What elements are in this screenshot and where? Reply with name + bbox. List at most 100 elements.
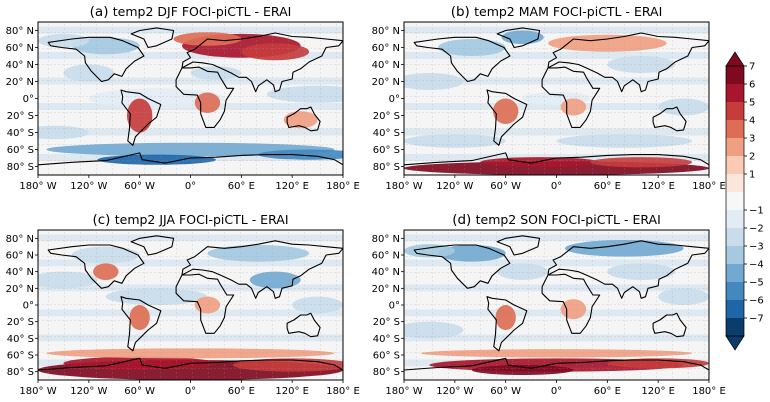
- y-tick-label: 20° N: [6, 284, 34, 295]
- x-tick-label: 120° W: [70, 386, 107, 397]
- x-tick-label: 180° E: [692, 181, 726, 192]
- y-tick-label: 20° N: [372, 77, 400, 88]
- y-tick-label: 80° S: [7, 367, 34, 378]
- x-tick-label: 120° E: [275, 386, 309, 397]
- map-panel: (b) temp2 MAM FOCI-piCTL - ERAI 180° W 120…: [372, 4, 726, 192]
- coastline: [181, 240, 343, 299]
- y-tick-label: 80° N: [372, 26, 400, 37]
- coastline: [120, 296, 162, 352]
- colorbar-tick-label: 2: [749, 152, 755, 163]
- colorbar-segment: [726, 318, 744, 337]
- y-tick-label: 20° S: [7, 317, 34, 328]
- colorbar-tick-label: 7: [749, 62, 755, 73]
- coastline: [486, 89, 528, 146]
- colorbar: 7 6 5 4 3 2 1 −1 −2 −3 −4 −5 −6 −7: [725, 51, 764, 351]
- coastline: [652, 106, 687, 132]
- gridlines: [404, 22, 709, 175]
- panel-title: (a) temp2 DJF FOCI-piCTL - ERAI: [90, 4, 292, 20]
- map-panel: (d) temp2 SON FOCI-piCTL - ERAI 180° W 120…: [372, 212, 726, 397]
- y-tick-label: 40° N: [372, 60, 400, 71]
- colorbar-segment: [726, 156, 744, 175]
- x-tick-label: 120° W: [70, 181, 107, 192]
- x-tick-label: 180° E: [692, 386, 726, 397]
- x-tick-label: 120° E: [275, 181, 309, 192]
- x-tick-label: 180° W: [19, 386, 56, 397]
- x-tick-label: 180° W: [19, 181, 56, 192]
- x-tick-label: 60° E: [228, 181, 255, 192]
- colorbar-tick-label: −1: [749, 206, 764, 217]
- coastline: [38, 357, 343, 380]
- gridlines: [38, 22, 343, 175]
- coastline: [413, 36, 511, 83]
- coastline: [541, 66, 601, 128]
- coastline: [175, 66, 235, 128]
- colorbar-segment: [726, 282, 744, 301]
- colorbar-segment: [726, 264, 744, 283]
- y-tick-label: 80° N: [6, 234, 34, 245]
- colorbar-segment: [726, 174, 744, 193]
- map-panel: (a) temp2 DJF FOCI-piCTL - ERAI 180° W 120…: [6, 4, 360, 192]
- y-tick-label: 0°: [389, 94, 400, 105]
- y-tick-label: 60° S: [373, 145, 400, 156]
- colorbar-segment: [726, 138, 744, 157]
- coastline: [404, 152, 709, 175]
- x-tick-label: 180° E: [326, 386, 360, 397]
- colorbar-segment: [726, 210, 744, 229]
- x-tick-label: 0°: [551, 386, 562, 397]
- x-tick-label: 60° E: [594, 181, 621, 192]
- y-tick-label: 20° S: [373, 317, 400, 328]
- y-tick-label: 40° S: [373, 128, 400, 139]
- coastline: [130, 27, 175, 49]
- y-tick-label: 40° N: [6, 60, 34, 71]
- coastline: [496, 235, 541, 256]
- coastline: [175, 273, 235, 334]
- colorbar-segment: [726, 228, 744, 247]
- x-tick-label: 120° W: [436, 181, 473, 192]
- colorbar-tick-label: 6: [749, 80, 755, 91]
- x-tick-label: 0°: [185, 386, 196, 397]
- coastline: [286, 312, 321, 338]
- y-tick-label: 80° S: [7, 162, 34, 173]
- colorbar-segment: [726, 120, 744, 139]
- y-tick-label: 80° S: [373, 162, 400, 173]
- colorbar-segment: [726, 246, 744, 265]
- y-tick-label: 20° S: [7, 111, 34, 122]
- y-tick-label: 60° S: [7, 145, 34, 156]
- x-tick-label: 180° W: [385, 386, 422, 397]
- colorbar-tick-label: 3: [749, 134, 755, 145]
- y-tick-label: 20° N: [372, 284, 400, 295]
- y-tick-label: 40° S: [7, 128, 34, 139]
- x-tick-label: 60° E: [228, 386, 255, 397]
- y-tick-label: 20° N: [6, 77, 34, 88]
- y-tick-label: 40° N: [372, 267, 400, 278]
- y-tick-label: 80° N: [6, 26, 34, 37]
- coastline: [486, 296, 528, 352]
- coastline: [547, 32, 709, 93]
- x-tick-label: 60° W: [124, 386, 155, 397]
- colorbar-extend-max: [725, 51, 745, 67]
- y-tick-label: 60° N: [6, 43, 34, 54]
- colorbar-segment: [726, 102, 744, 121]
- x-tick-label: 0°: [551, 181, 562, 192]
- y-tick-label: 0°: [23, 301, 34, 312]
- y-tick-label: 40° S: [7, 334, 34, 345]
- x-tick-label: 120° W: [436, 386, 473, 397]
- colorbar-tick-label: −6: [749, 296, 764, 307]
- x-tick-label: 60° W: [490, 181, 521, 192]
- coastline: [496, 27, 541, 49]
- y-tick-label: 60° S: [7, 350, 34, 361]
- gridlines: [38, 230, 343, 380]
- y-tick-label: 40° S: [373, 334, 400, 345]
- map-panel: (c) temp2 JJA FOCI-piCTL - ERAI 180° W 120…: [6, 212, 360, 397]
- colorbar-extend-min: [725, 335, 745, 351]
- coastline: [652, 312, 687, 338]
- x-tick-label: 180° W: [385, 181, 422, 192]
- panel-title: (c) temp2 JJA FOCI-piCTL - ERAI: [92, 212, 288, 228]
- x-tick-label: 180° E: [326, 181, 360, 192]
- y-tick-label: 60° N: [372, 43, 400, 54]
- coastline: [130, 235, 175, 256]
- panel-title: (b) temp2 MAM FOCI-piCTL - ERAI: [451, 4, 663, 20]
- x-tick-label: 120° E: [641, 181, 675, 192]
- y-tick-label: 40° N: [6, 267, 34, 278]
